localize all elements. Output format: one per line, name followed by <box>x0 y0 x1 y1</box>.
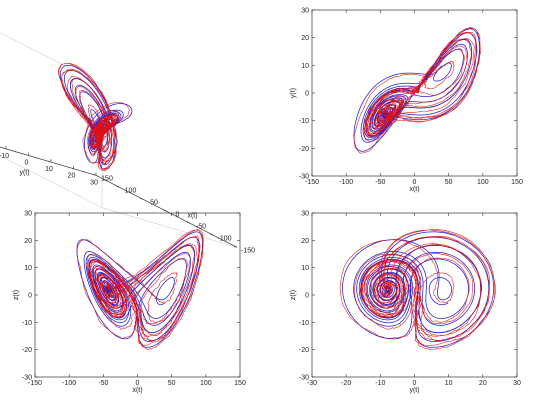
x-tick-label: 100 <box>200 380 212 387</box>
y-tick-label: -30 <box>299 174 309 181</box>
x-tick-label: 10 <box>445 380 453 387</box>
x-tick-label: -150 <box>241 247 255 254</box>
x-tick-label: 100 <box>125 187 137 194</box>
x-tick <box>92 174 97 176</box>
x-tick-label: -100 <box>62 380 76 387</box>
panel-xz-trajectory: -150 -100 -50 0 50 100 150-30-20-100102030x(t)… <box>13 211 246 395</box>
y-tick-label: 0 <box>305 293 309 300</box>
x-tick-label: 30 <box>513 380 521 387</box>
x-tick-label: -50 <box>98 380 108 387</box>
x-tick <box>163 210 167 212</box>
x-tick <box>186 222 191 224</box>
y-tick-label: 0 <box>25 160 29 167</box>
x-tick-label: 50 <box>445 179 453 186</box>
y-tick-label: 0 <box>305 91 309 98</box>
floor-box <box>0 146 238 248</box>
x-tick <box>116 186 120 188</box>
y-tick-label: 30 <box>90 179 98 186</box>
series-red-line <box>76 229 204 350</box>
y-tick-label: -20 <box>22 347 32 354</box>
y-tick-label: -30 <box>22 375 32 382</box>
x-tick-label: 20 <box>479 380 487 387</box>
x-tick-label: -100 <box>339 179 353 186</box>
series-red-line <box>339 229 496 350</box>
y-tick-label: -10 <box>22 320 32 327</box>
x-tick <box>139 198 144 200</box>
y-axis-label: z(t) <box>290 290 297 300</box>
y-axis-label: z(t) <box>13 290 20 300</box>
series-red-line <box>353 27 481 154</box>
x-tick-label: -100 <box>217 235 231 242</box>
y-axis-label: y(t) <box>19 170 29 177</box>
x-tick-label: 0 <box>413 179 417 186</box>
x-axis-label: x(t) <box>409 186 419 193</box>
y-tick-label: 10 <box>24 265 32 272</box>
y-tick-label: 20 <box>24 238 32 245</box>
y-tick-label: -10 <box>0 153 9 160</box>
panel-xy-trajectory: -150 -100 -50 0 50 100 150-30-20-100102030x(t)… <box>290 8 523 194</box>
y-tick-label: -20 <box>299 146 309 153</box>
series-blue-line <box>76 231 203 348</box>
x-tick-label: 150 <box>101 175 113 182</box>
panel-yz-trajectory: -30 -20 -10 0 10 20 30 -30 -20 -10 0 10 20 30 y(t) z(t) <box>290 211 521 395</box>
y-tick-label: 30 <box>301 211 309 218</box>
x-tick-label: 150 <box>234 380 246 387</box>
x-tick-label: 0 <box>413 380 417 387</box>
series-blue-line <box>59 64 133 170</box>
y-tick-label: -10 <box>299 320 309 327</box>
series-red-line <box>57 63 130 172</box>
x-tick-label: -50 <box>375 179 385 186</box>
x-tick-label: 0 <box>136 380 140 387</box>
x-tick-label: 50 <box>168 380 176 387</box>
x-tick-label: -50 <box>196 223 206 230</box>
x-tick-label: -10 <box>375 380 385 387</box>
y-tick-label: 20 <box>68 173 76 180</box>
y-tick-label: 10 <box>301 63 309 70</box>
y-tick-label: 10 <box>45 166 53 173</box>
x-tick-label: 100 <box>477 179 489 186</box>
x-tick <box>233 246 238 248</box>
x-tick-label: -150 <box>28 380 42 387</box>
panel-3d-trajectory: -30-20-100102030z(t)-20-100102030y(t)-15… <box>0 32 255 254</box>
x-tick-label: -150 <box>305 179 319 186</box>
x-axis-label: x(t) <box>187 212 197 219</box>
back-wall <box>0 32 103 208</box>
y-tick-label: -10 <box>299 118 309 125</box>
x-tick-label: -20 <box>341 380 351 387</box>
y-tick-label: 30 <box>24 211 32 218</box>
x-tick-label: 150 <box>511 179 523 186</box>
y-tick-label: 10 <box>301 265 309 272</box>
x-axis-label: y(t) <box>409 387 419 394</box>
x-tick <box>210 234 214 236</box>
x-tick-label: -30 <box>307 380 317 387</box>
y-tick-label: -20 <box>299 347 309 354</box>
y-tick-label: -30 <box>299 375 309 382</box>
x-axis-label: x(t) <box>132 387 142 394</box>
x-tick-label: 0 <box>176 211 180 218</box>
y-tick-label: 20 <box>301 238 309 245</box>
y-axis-label: y(t) <box>290 88 297 98</box>
y-tick-label: 20 <box>301 35 309 42</box>
y-tick-label: 30 <box>301 8 309 15</box>
y-tick-label: 0 <box>28 293 32 300</box>
x-tick-label: 50 <box>150 199 158 206</box>
